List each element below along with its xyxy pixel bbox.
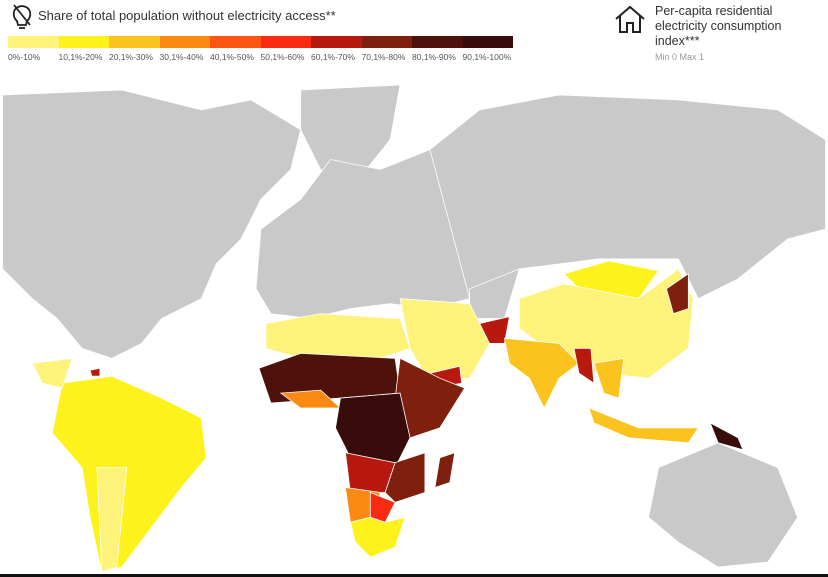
house-icon: [615, 5, 645, 33]
legend-title: Share of total population without electr…: [38, 8, 336, 23]
legend-label: 20,1%-30%: [109, 52, 153, 62]
legend-swatch: [260, 36, 311, 48]
legend-label: 30,1%-40%: [159, 52, 204, 62]
legend-item: 10,1%-20%: [58, 36, 109, 62]
color-legend: 0%-10% 10,1%-20% 20,1%-30% 30,1%-40% 40,1%-5…: [8, 36, 513, 62]
papua-new-guinea: [709, 422, 744, 451]
myanmar: [573, 347, 595, 384]
legend-label: 10,1%-20%: [58, 52, 103, 62]
legend-label: 80,1%-90%: [412, 52, 456, 62]
lightbulb-icon: [12, 4, 32, 29]
legend-item: 90,1%-100%: [462, 36, 513, 62]
legend-item: 30,1%-40%: [159, 36, 210, 62]
world-map: [0, 84, 828, 577]
north-korea: [665, 273, 689, 315]
legend-label: 40,1%-50%: [210, 52, 254, 62]
southeast-asia: [593, 357, 625, 399]
legend-swatch: [210, 36, 261, 48]
legend-item: 60,1%-70%: [311, 36, 362, 62]
north-africa: [265, 313, 411, 359]
haiti: [89, 367, 101, 377]
legend-swatch: [412, 36, 463, 48]
south-america: [51, 375, 207, 573]
australia: [648, 442, 799, 568]
legend-item: 80,1%-90%: [412, 36, 463, 62]
index-range: Min 0 Max 1: [655, 52, 705, 62]
legend-item: 70,1%-80%: [361, 36, 412, 62]
legend-label: 90,1%-100%: [462, 52, 512, 62]
legend-swatch: [361, 36, 412, 48]
central-america: [31, 357, 73, 389]
northern-asia: [429, 94, 826, 300]
indonesia: [588, 407, 700, 444]
legend-swatch: [8, 36, 59, 48]
legend-swatch: [58, 36, 109, 48]
legend-swatch: [109, 36, 160, 48]
legend-swatch: [311, 36, 362, 48]
legend-swatch: [462, 36, 513, 48]
legend-label: 60,1%-70%: [311, 52, 355, 62]
legend-item: 20,1%-30%: [109, 36, 160, 62]
legend-label: 70,1%-80%: [361, 52, 406, 62]
north-america: [2, 89, 302, 359]
legend-label: 0%-10%: [8, 52, 41, 62]
map-header: Share of total population without electr…: [0, 0, 828, 83]
madagascar: [434, 452, 456, 489]
legend-label: 50,1%-60%: [260, 52, 305, 62]
india: [503, 337, 580, 409]
legend-item: 40,1%-50%: [210, 36, 261, 62]
legend-swatch: [159, 36, 210, 48]
mozambique: [384, 452, 426, 503]
legend-item: 0%-10%: [8, 36, 59, 62]
legend-item: 50,1%-60%: [260, 36, 311, 62]
southern-cone: [96, 467, 128, 573]
south-africa: [349, 516, 406, 558]
index-title: Per-capita residential electricity consu…: [655, 4, 782, 48]
